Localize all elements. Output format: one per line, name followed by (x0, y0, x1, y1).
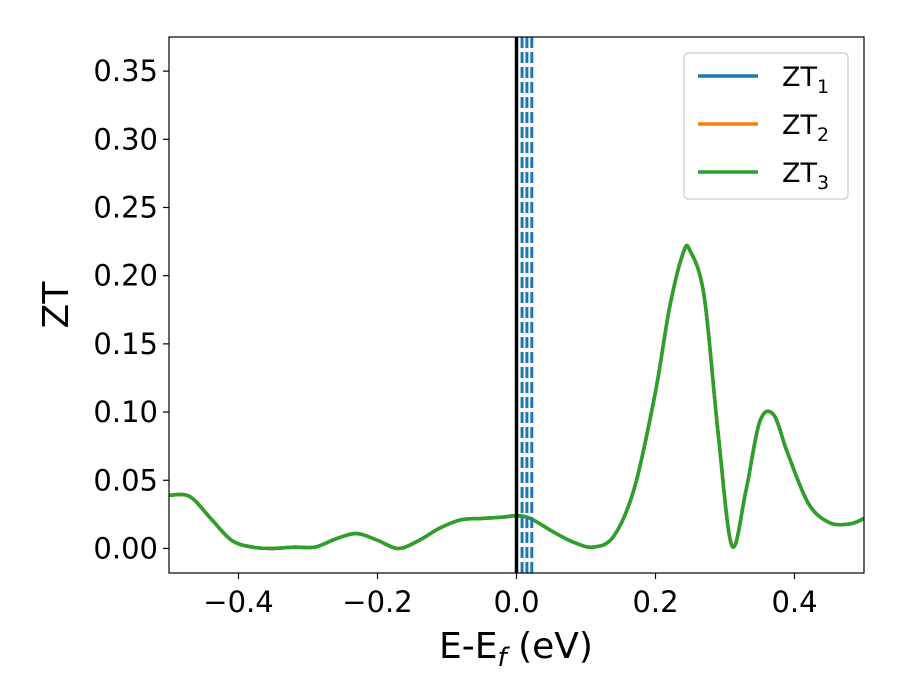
x-tick-label: −0.2 (342, 585, 412, 619)
series-layer (169, 243, 864, 551)
x-axis-label-main: E-E (439, 626, 497, 667)
x-tick-label: −0.4 (203, 585, 273, 619)
y-axis-label: ZT (36, 281, 77, 329)
x-tick-label: 0.2 (632, 585, 678, 619)
y-tick-label: 0.30 (93, 122, 158, 156)
legend-entry-zt1: ZT1 (782, 62, 829, 98)
y-tick-label: 0.10 (93, 395, 158, 429)
y-tick-label: 0.35 (93, 54, 158, 88)
legend: ZT1 ZT2 ZT3 (683, 52, 849, 200)
x-axis: −0.4 −0.2 0.0 0.2 0.4 (203, 573, 818, 619)
legend-box (683, 52, 849, 200)
y-tick-label: 0.15 (93, 327, 158, 361)
y-tick-label: 0.25 (93, 190, 158, 224)
legend-entry-zt3: ZT3 (782, 158, 829, 194)
x-axis-label-unit: (eV) (507, 626, 593, 667)
y-tick-label: 0.05 (93, 463, 158, 497)
x-tick-label: 0.4 (771, 585, 817, 619)
x-tick-label: 0.0 (493, 585, 539, 619)
y-tick-label: 0.00 (93, 531, 158, 565)
vertical-lines (514, 37, 534, 573)
y-tick-label: 0.20 (93, 259, 158, 293)
x-axis-label: E-Ef (eV) (439, 626, 593, 673)
y-axis: 0.00 0.05 0.10 0.15 0.20 0.25 0.30 0.35 (93, 54, 169, 565)
series-line-zt3 (169, 243, 864, 551)
legend-entry-zt2: ZT2 (782, 110, 829, 146)
